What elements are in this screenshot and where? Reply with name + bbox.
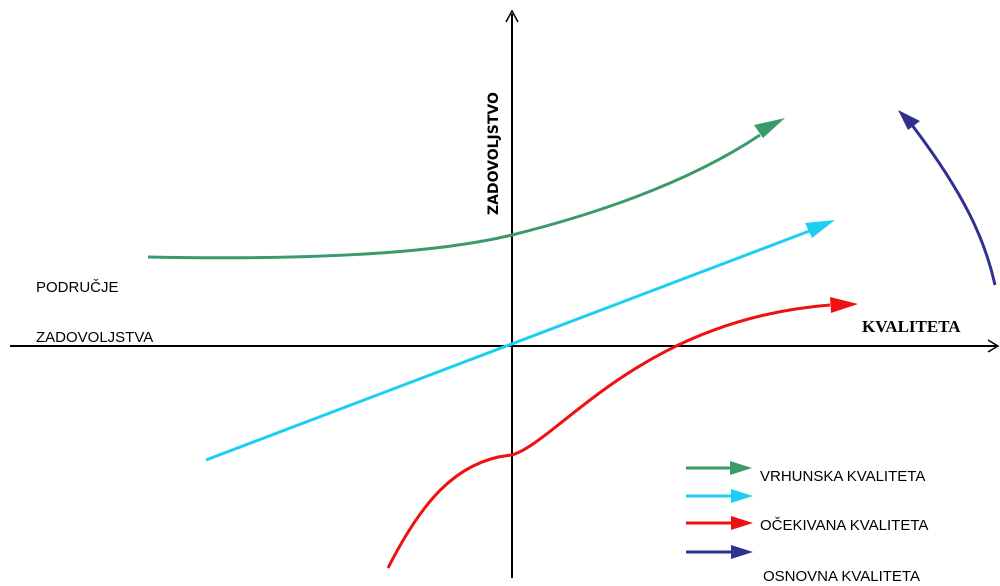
legend-arrow-expected bbox=[731, 516, 753, 530]
basic-quality-curve bbox=[910, 124, 997, 286]
x-axis-label: KVALITETA bbox=[862, 317, 961, 336]
expected-quality-curve bbox=[386, 303, 831, 569]
linear-quality-line bbox=[205, 228, 813, 462]
basic-quality-arrowhead bbox=[898, 110, 920, 130]
legend-label-top: VRHUNSKA KVALITETA bbox=[760, 468, 925, 485]
legend-arrow-basic bbox=[731, 545, 753, 559]
linear-quality-arrowhead bbox=[805, 220, 835, 238]
region-label-line2: ZADOVOLJSTVA bbox=[36, 329, 153, 346]
legend: VRHUNSKA KVALITETA OČEKIVANA KVALITETA O… bbox=[686, 461, 928, 585]
legend-arrow-top bbox=[730, 461, 752, 475]
x-axis-arrowhead bbox=[987, 339, 1000, 353]
top-quality-arrowhead bbox=[754, 118, 785, 138]
y-axis-arrowhead bbox=[505, 9, 519, 23]
legend-label-basic: OSNOVNA KVALITETA bbox=[763, 568, 920, 585]
region-label-line1: PODRUČJE bbox=[36, 279, 119, 296]
expected-quality-arrowhead bbox=[830, 297, 858, 313]
legend-label-expected: OČEKIVANA KVALITETA bbox=[760, 517, 928, 534]
legend-arrow-linear bbox=[731, 489, 753, 503]
y-axis-label: ZADOVOLJSTVO bbox=[486, 92, 502, 215]
top-quality-curve bbox=[147, 133, 761, 260]
